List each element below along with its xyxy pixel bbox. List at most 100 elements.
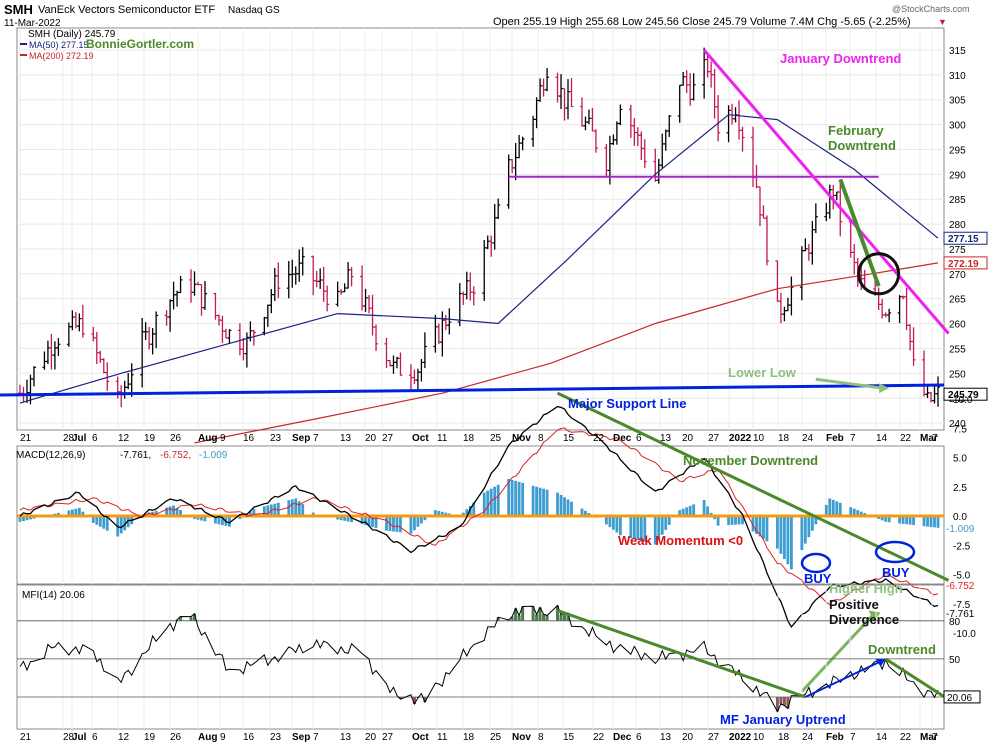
- price-bars: [18, 47, 940, 408]
- major-support-label: Major Support Line: [568, 396, 686, 411]
- etf-name: VanEck Vectors Semiconductor ETF: [38, 4, 215, 16]
- nov-downtrend-label: November Downtrend: [683, 453, 818, 468]
- macd-tick-label: 0.0: [953, 512, 967, 523]
- macd-hist-bar: [336, 516, 340, 520]
- macd-hist-bar: [789, 516, 793, 570]
- macd-hist-bar: [22, 516, 25, 522]
- macd-hist-bar: [535, 486, 538, 516]
- price-overlays: [0, 49, 950, 444]
- macd-hist-bar: [615, 516, 619, 533]
- x-tick-label-bottom: 28: [63, 732, 75, 743]
- macd-hist-bar: [238, 516, 242, 520]
- macd-hist-bar: [413, 516, 416, 531]
- x-tick-label-top: Dec: [613, 433, 632, 444]
- macd-hist-bar: [912, 516, 915, 526]
- price-tick-label: 275: [949, 245, 966, 256]
- macd-hist-bar: [29, 516, 32, 520]
- macd-hist-bar: [859, 511, 863, 516]
- x-tick-label-top: Mar: [920, 433, 938, 444]
- x-tick-label-bottom: 19: [144, 732, 156, 743]
- positive-label-1: Positive: [829, 597, 879, 612]
- lower-low-arrow: [815, 377, 884, 390]
- x-tick-label-top: 13: [340, 433, 352, 444]
- major-support-line: [0, 383, 945, 397]
- macd-hist-bar: [545, 489, 549, 516]
- macd-hist-bar: [273, 503, 277, 516]
- symbol: SMH: [4, 2, 33, 17]
- macd-hist-bar: [814, 516, 818, 525]
- macd-tick-label: 5.0: [953, 454, 967, 465]
- macd-hist-bar: [762, 516, 765, 539]
- x-tick-label-bottom: 7: [313, 732, 319, 743]
- macd-hist-bar: [339, 516, 343, 521]
- x-tick-label-top: Aug: [198, 433, 217, 444]
- macd-hist-bar: [119, 516, 123, 534]
- macd-hist-bar: [926, 516, 929, 527]
- macd-hist-bar: [706, 506, 710, 516]
- macd-hist-bar: [360, 516, 364, 525]
- x-tick-label-bottom: 18: [463, 732, 475, 743]
- x-tick-label-top: 18: [463, 433, 475, 444]
- macd-hist-bar: [74, 508, 78, 516]
- macd-hist-bar: [531, 485, 535, 516]
- quote-line: Open 255.19 High 255.68 Low 245.56 Close…: [493, 16, 911, 28]
- macd-hist-bar: [835, 501, 839, 516]
- x-tick-label-bottom: 27: [382, 732, 394, 743]
- macd-signal-line: [19, 427, 939, 606]
- macd-hist-bar: [371, 516, 374, 527]
- x-tick-label-bottom: 25: [490, 732, 502, 743]
- macd-hist-bar: [486, 490, 490, 516]
- macd-hist-bar: [95, 516, 99, 525]
- macd-hist-bar: [409, 516, 413, 534]
- macd-hist-bar: [828, 498, 832, 516]
- price-tick-label: 260: [949, 320, 966, 331]
- x-tick-label-bottom: 24: [802, 732, 814, 743]
- macd-hist-bar: [350, 516, 353, 523]
- macd-hist-bar: [755, 516, 758, 534]
- macd-hist-bar: [276, 502, 280, 516]
- macd-hist-bar: [632, 516, 636, 539]
- mfi-legend: MFI(14) 20.06: [22, 590, 85, 601]
- macd-hist-bar: [297, 501, 301, 516]
- macd-hist-bar: [294, 498, 298, 516]
- macd-hist-bar: [507, 478, 511, 516]
- price-tick-label: 280: [949, 220, 966, 231]
- macd-hist-bar: [521, 482, 525, 516]
- mfi-short-downtrend-line: [884, 657, 950, 701]
- x-tick-label-top: 7: [932, 433, 938, 444]
- macd-hist-bar: [18, 516, 22, 522]
- macd-hist-bar: [734, 516, 737, 525]
- macd-hist-bar: [737, 516, 741, 525]
- price-tick-label: 265: [949, 295, 966, 306]
- november-downtrend-line: [556, 391, 950, 582]
- feb-downtrend-label-2: Downtrend: [828, 138, 896, 153]
- macd-hist-bar: [584, 510, 587, 516]
- macd-hist-bar: [228, 516, 231, 527]
- x-tick-label-top: 8: [538, 433, 544, 444]
- macd-lines: [17, 391, 950, 693]
- x-tick-label-top: 26: [170, 433, 182, 444]
- macd-hist-bar: [856, 510, 860, 516]
- x-tick-label-top: 9: [220, 433, 226, 444]
- macd-legend: MACD(12,26,9): [16, 450, 85, 461]
- buy-circle-1: [800, 552, 832, 574]
- x-tick-label-top: 14: [876, 433, 888, 444]
- mf-uptrend-arrowhead: [875, 658, 886, 667]
- macd-hist-bar: [559, 494, 563, 516]
- macd-hist-bar: [709, 512, 713, 516]
- macd-hist-bar: [810, 516, 814, 531]
- macd-hist-bar: [887, 516, 891, 523]
- macd-hist-bar: [364, 516, 367, 526]
- x-tick-label-bottom: 7: [850, 732, 856, 743]
- macd-hist-bar: [200, 516, 203, 521]
- macd-hist-bar: [165, 507, 169, 516]
- macd-tick-label: 7.5: [953, 424, 967, 435]
- mfi-price-label: 20.06: [947, 693, 972, 704]
- macd-hist-bar: [510, 479, 514, 516]
- macd-hist-bar: [70, 509, 74, 516]
- macd-hist-bar: [514, 480, 518, 516]
- macd-hist-bar: [922, 516, 926, 527]
- x-tick-label-top: 22: [900, 433, 912, 444]
- mfi-axis: 20508020.06: [943, 617, 981, 704]
